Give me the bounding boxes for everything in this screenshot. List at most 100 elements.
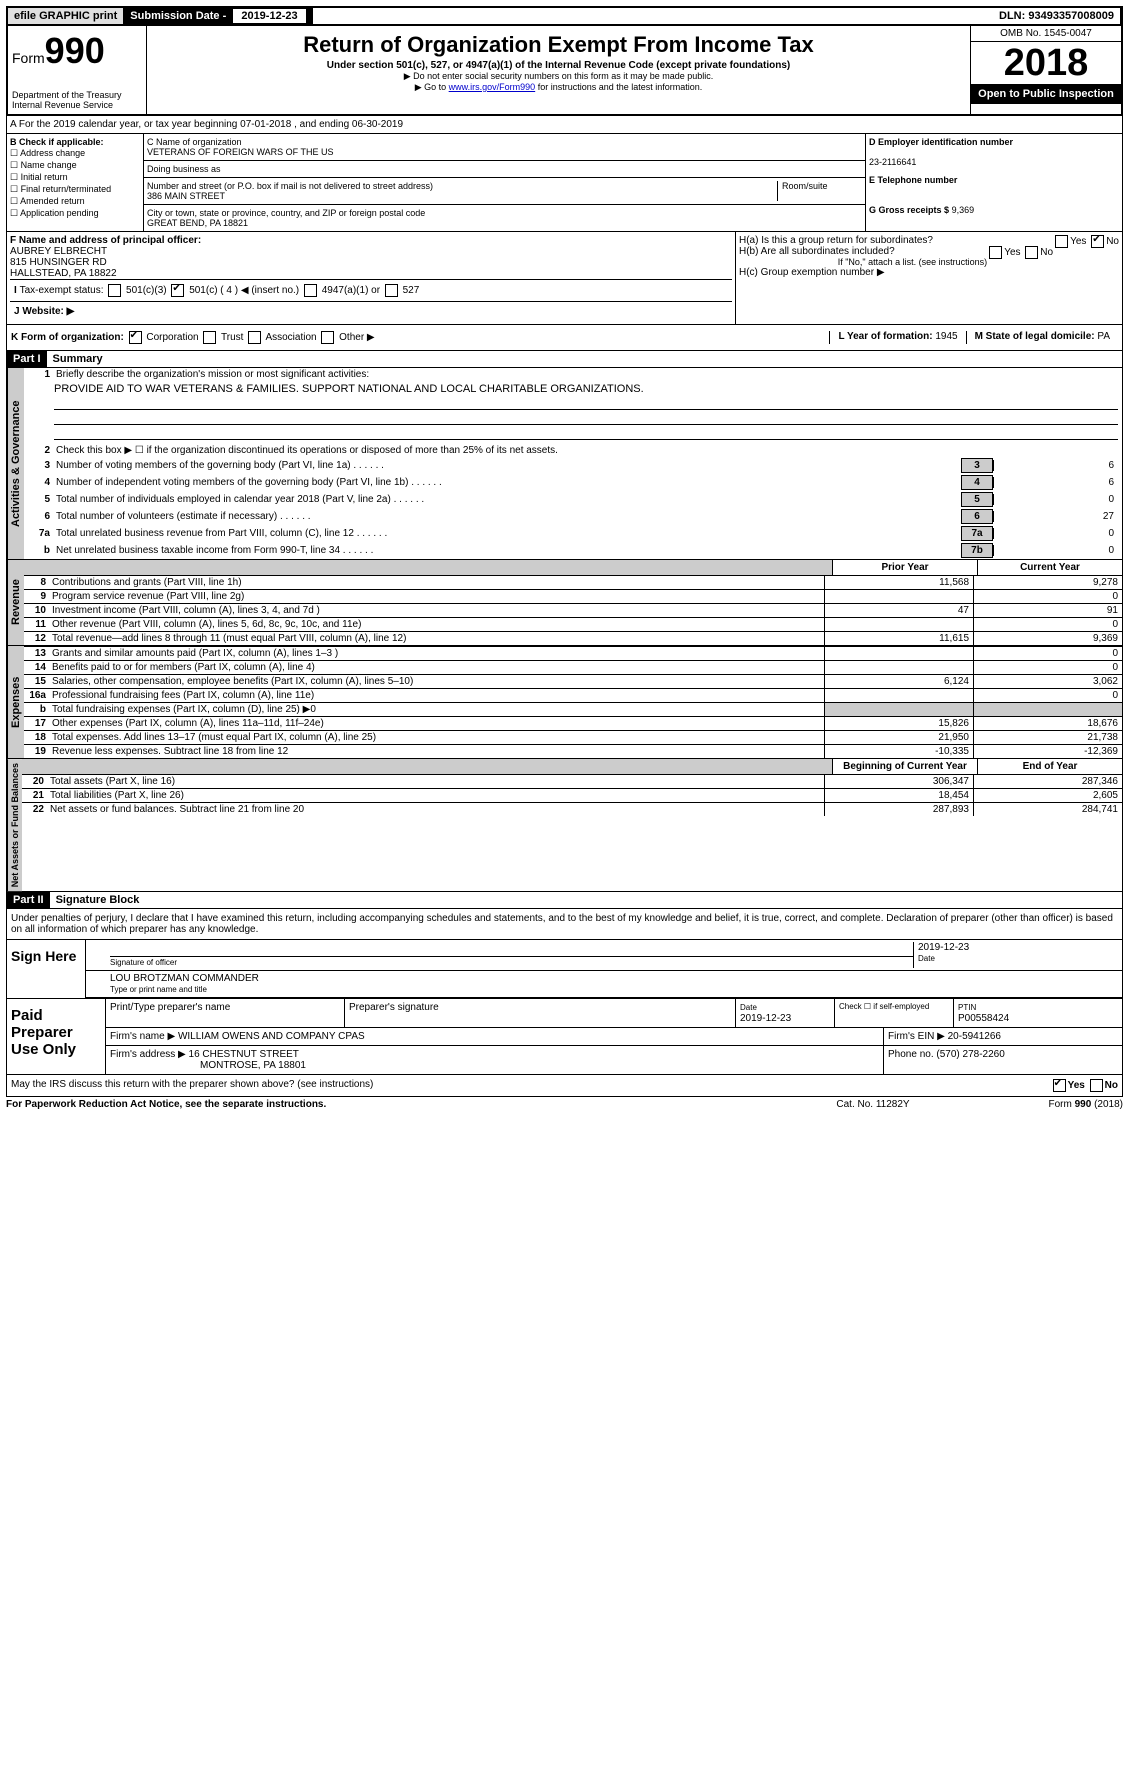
- chk-initial[interactable]: ☐ Initial return: [10, 172, 140, 183]
- open-public: Open to Public Inspection: [971, 84, 1121, 104]
- form-ref: Form 990 (2018): [973, 1099, 1123, 1110]
- part2-title: Signature Block: [50, 892, 146, 908]
- efile-label[interactable]: efile GRAPHIC print: [8, 8, 124, 24]
- dln: DLN: 93493357008009: [993, 8, 1121, 24]
- firm-name: Firm's name ▶ WILLIAM OWENS AND COMPANY …: [106, 1028, 883, 1045]
- part1-badge: Part I: [7, 351, 47, 367]
- mission-text: PROVIDE AID TO WAR VETERANS & FAMILIES. …: [54, 383, 644, 395]
- ein: 23-2116641: [869, 157, 916, 167]
- officer-addr2: HALLSTEAD, PA 18822: [10, 268, 117, 279]
- l-year: L Year of formation: 1945: [829, 331, 965, 344]
- gov-line: 5Total number of individuals employed in…: [24, 491, 1122, 508]
- col-d: D Employer identification number23-21166…: [866, 134, 1122, 231]
- cat-no: Cat. No. 11282Y: [773, 1099, 973, 1110]
- line1: Briefly describe the organization's miss…: [56, 369, 1118, 380]
- col-begin: Beginning of Current Year: [832, 759, 977, 774]
- ha-yes[interactable]: [1055, 235, 1068, 248]
- chk-address[interactable]: ☐ Address change: [10, 148, 140, 159]
- form-header: Form990 Department of the Treasury Inter…: [6, 26, 1123, 116]
- hc-row: H(c) Group exemption number ▶: [739, 267, 1119, 278]
- col-c: C Name of organizationVETERANS OF FOREIG…: [144, 134, 866, 231]
- col-current: Current Year: [977, 560, 1122, 575]
- chk-501c3[interactable]: [108, 284, 121, 297]
- chk-amended[interactable]: ☐ Amended return: [10, 196, 140, 207]
- discuss-no[interactable]: [1090, 1079, 1103, 1092]
- hb-no[interactable]: [1025, 246, 1038, 259]
- chk-other[interactable]: [321, 331, 334, 344]
- discuss-text: May the IRS discuss this return with the…: [11, 1079, 1051, 1092]
- exp-line: 17Other expenses (Part IX, column (A), l…: [24, 716, 1122, 730]
- vtab-netassets: Net Assets or Fund Balances: [7, 759, 22, 891]
- signature-block: Under penalties of perjury, I declare th…: [6, 909, 1123, 1075]
- col-h: H(a) Is this a group return for subordin…: [736, 232, 1122, 324]
- sign-here-label: Sign Here: [7, 940, 86, 998]
- exp-line: bTotal fundraising expenses (Part IX, co…: [24, 702, 1122, 716]
- firm-ein: Firm's EIN ▶ 20-5941266: [883, 1028, 1122, 1045]
- section-bcd: B Check if applicable: ☐ Address change …: [6, 134, 1123, 232]
- phone-block: E Telephone number: [869, 175, 1119, 185]
- section-k: K Form of organization: Corporation Trus…: [6, 325, 1123, 351]
- firm-phone: Phone no. (570) 278-2260: [883, 1046, 1122, 1074]
- footer: For Paperwork Reduction Act Notice, see …: [6, 1097, 1123, 1112]
- form-990: 990: [45, 30, 105, 71]
- part1-title: Summary: [47, 351, 109, 367]
- dept-treasury: Department of the Treasury Internal Reve…: [12, 90, 142, 110]
- omb-no: OMB No. 1545-0047: [971, 26, 1121, 42]
- col-prior: Prior Year: [832, 560, 977, 575]
- ptin: PTINP00558424: [954, 999, 1122, 1027]
- exp-line: 14Benefits paid to or for members (Part …: [24, 660, 1122, 674]
- org-name: VETERANS OF FOREIGN WARS OF THE US: [147, 147, 334, 157]
- chk-final[interactable]: ☐ Final return/terminated: [10, 184, 140, 195]
- irs-link[interactable]: www.irs.gov/Form990: [449, 82, 536, 92]
- attach-note: If "No," attach a list. (see instruction…: [739, 257, 1119, 267]
- chk-pending[interactable]: ☐ Application pending: [10, 208, 140, 219]
- rev-line: 11Other revenue (Part VIII, column (A), …: [24, 617, 1122, 631]
- col-b: B Check if applicable: ☐ Address change …: [7, 134, 144, 231]
- form-subtitle: Under section 501(c), 527, or 4947(a)(1)…: [151, 60, 966, 71]
- hb-yes[interactable]: [989, 246, 1002, 259]
- chk-trust[interactable]: [203, 331, 216, 344]
- subdate-label: Submission Date - 2019-12-23: [124, 8, 312, 24]
- chk-4947[interactable]: [304, 284, 317, 297]
- perjury-text: Under penalties of perjury, I declare th…: [7, 909, 1122, 940]
- form-number-block: Form990 Department of the Treasury Inter…: [8, 26, 147, 114]
- prep-date: Date2019-12-23: [736, 999, 835, 1027]
- city-state-zip: GREAT BEND, PA 18821: [147, 218, 248, 228]
- gross-block: G Gross receipts $ 9,369: [869, 205, 1119, 215]
- chk-501c[interactable]: [171, 284, 184, 297]
- chk-assoc[interactable]: [248, 331, 261, 344]
- top-bar: efile GRAPHIC print Submission Date - 20…: [6, 6, 1123, 26]
- vtab-governance: Activities & Governance: [7, 368, 24, 559]
- chk-corp[interactable]: [129, 331, 142, 344]
- exp-line: 18Total expenses. Add lines 13–17 (must …: [24, 730, 1122, 744]
- period-text: A For the 2019 calendar year, or tax yea…: [7, 116, 1122, 133]
- vtab-expenses: Expenses: [7, 646, 24, 758]
- net-line: 22Net assets or fund balances. Subtract …: [22, 802, 1122, 816]
- part1-header: Part I Summary: [6, 351, 1123, 368]
- ha-no[interactable]: [1091, 235, 1104, 248]
- rev-line: 12Total revenue—add lines 8 through 11 (…: [24, 631, 1122, 645]
- section-fh: F Name and address of principal officer:…: [6, 232, 1123, 325]
- self-employed-chk[interactable]: Check ☐ if self-employed: [835, 999, 954, 1027]
- gov-line: 7aTotal unrelated business revenue from …: [24, 525, 1122, 542]
- org-name-cell: C Name of organizationVETERANS OF FOREIG…: [144, 134, 865, 161]
- goto-note: ▶ Go to www.irs.gov/Form990 for instruct…: [151, 82, 966, 93]
- exp-line: 15Salaries, other compensation, employee…: [24, 674, 1122, 688]
- tax-year: 2018: [971, 42, 1121, 84]
- line2: Check this box ▶ ☐ if the organization d…: [56, 445, 1118, 456]
- col-f: F Name and address of principal officer:…: [7, 232, 736, 324]
- vtab-revenue: Revenue: [7, 560, 24, 645]
- discuss-yes[interactable]: [1053, 1079, 1066, 1092]
- k-form-org: K Form of organization: Corporation Trus…: [11, 331, 829, 344]
- ssn-note: ▶ Do not enter social security numbers o…: [151, 71, 966, 82]
- rev-line: 8Contributions and grants (Part VIII, li…: [24, 575, 1122, 589]
- chk-name[interactable]: ☐ Name change: [10, 160, 140, 171]
- exp-line: 13Grants and similar amounts paid (Part …: [24, 646, 1122, 660]
- part2-badge: Part II: [7, 892, 50, 908]
- chk-527[interactable]: [385, 284, 398, 297]
- form-title: Return of Organization Exempt From Incom…: [151, 32, 966, 58]
- officer-name-title: LOU BROTZMAN COMMANDER: [110, 973, 259, 984]
- website-row: J Website: ▶: [10, 301, 732, 321]
- discuss-row: May the IRS discuss this return with the…: [6, 1075, 1123, 1097]
- gov-line: bNet unrelated business taxable income f…: [24, 542, 1122, 559]
